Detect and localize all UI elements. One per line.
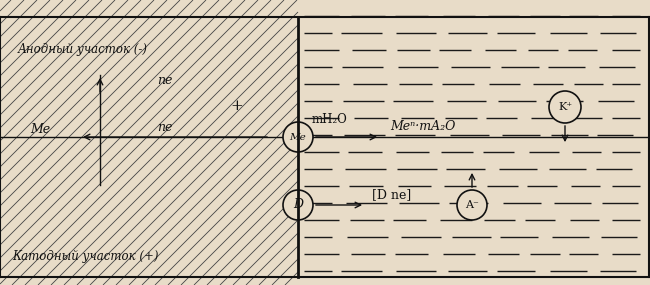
Text: mH₂O: mH₂O: [312, 113, 348, 126]
Circle shape: [283, 122, 313, 152]
Circle shape: [457, 190, 487, 220]
Text: Me: Me: [290, 133, 306, 141]
Text: Анодный участок (-): Анодный участок (-): [18, 43, 148, 56]
Text: K⁺: K⁺: [558, 102, 572, 112]
Circle shape: [549, 91, 581, 123]
Polygon shape: [298, 0, 650, 285]
Text: ne: ne: [157, 121, 173, 134]
Text: ne: ne: [157, 74, 173, 87]
Text: D: D: [293, 198, 303, 211]
Text: Meⁿ·mA₂O: Meⁿ·mA₂O: [390, 120, 456, 133]
Text: [D ne]: [D ne]: [372, 188, 411, 201]
Circle shape: [283, 190, 313, 220]
Text: A⁻: A⁻: [465, 200, 479, 210]
Text: Катодный участок (+): Катодный участок (+): [12, 250, 159, 263]
Text: Me: Me: [30, 123, 50, 136]
Polygon shape: [0, 0, 298, 285]
Text: +: +: [230, 99, 242, 113]
